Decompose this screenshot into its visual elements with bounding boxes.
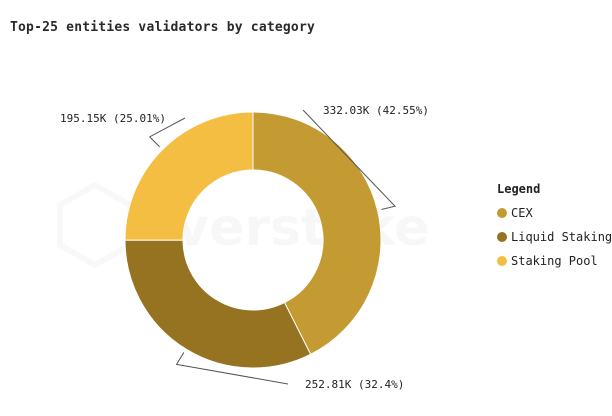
leader-line-liquid-staking — [175, 352, 289, 385]
slice-liquid-staking[interactable] — [124, 239, 312, 369]
legend-label-cex: CEX — [511, 206, 533, 220]
chart-title: Top-25 entities validators by category — [10, 20, 316, 35]
leader-line-cex — [302, 109, 397, 210]
legend-item-cex[interactable]: CEX — [497, 201, 612, 225]
legend-item-liquid-staking[interactable]: Liquid Staking — [497, 225, 612, 249]
legend: Legend CEX Liquid Staking Staking Pool — [497, 182, 612, 273]
slice-cex[interactable] — [252, 111, 382, 355]
data-label-cex: 332.03K (42.55%) — [323, 104, 429, 117]
legend-swatch-liquid-staking — [497, 232, 507, 242]
legend-label-liquid-staking: Liquid Staking — [511, 230, 612, 244]
legend-swatch-staking-pool — [497, 256, 507, 266]
leader-line-staking-pool — [148, 117, 186, 148]
legend-title: Legend — [497, 182, 541, 196]
legend-item-staking-pool[interactable]: Staking Pool — [497, 249, 612, 273]
data-label-liquid-staking: 252.81K (32.4%) — [305, 378, 404, 391]
legend-label-staking-pool: Staking Pool — [511, 254, 598, 268]
legend-swatch-cex — [497, 208, 507, 218]
data-label-staking-pool: 195.15K (25.01%) — [60, 112, 166, 125]
slice-staking-pool[interactable] — [124, 111, 254, 241]
